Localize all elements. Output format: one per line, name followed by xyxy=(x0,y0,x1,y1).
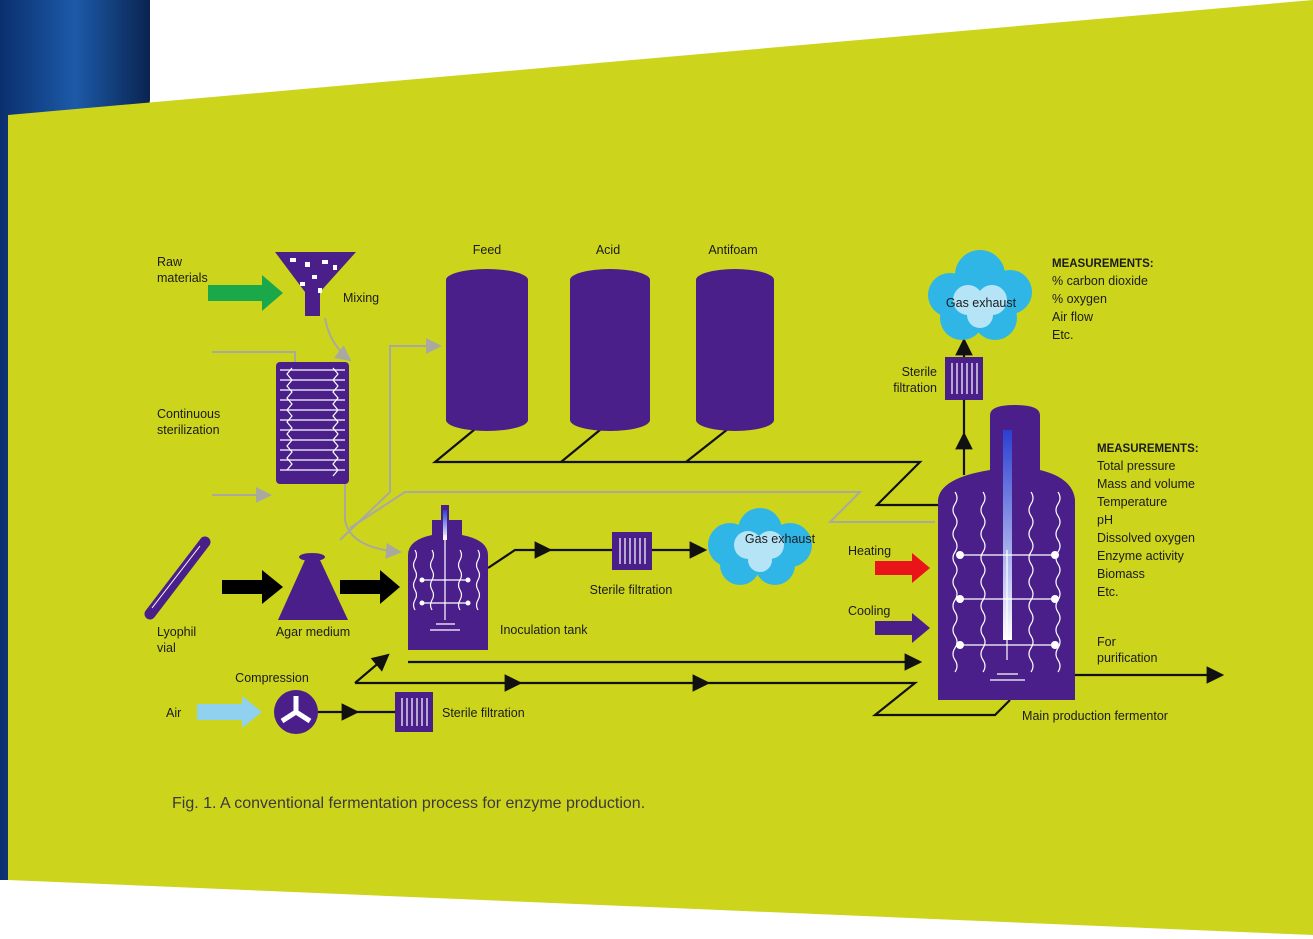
label: Gas exhaust xyxy=(946,296,1017,310)
shape xyxy=(1051,595,1059,603)
shape xyxy=(570,269,650,291)
shape xyxy=(696,280,774,420)
diagram: Raw materials Mixing Feed Acid Antifoam Contin… xyxy=(0,0,1313,939)
label: Agar medium xyxy=(276,625,350,639)
shape xyxy=(446,280,528,420)
tank-feed xyxy=(446,269,528,431)
label: Lyophil xyxy=(157,625,196,639)
label: Enzyme activity xyxy=(1097,549,1185,563)
shape xyxy=(612,532,652,570)
shape xyxy=(333,265,337,270)
shape xyxy=(956,551,964,559)
shape xyxy=(446,269,528,291)
label: filtration xyxy=(893,381,937,395)
label: Antifoam xyxy=(708,243,757,257)
label: Air xyxy=(166,706,181,720)
shape xyxy=(570,409,650,431)
label: Feed xyxy=(473,243,502,257)
label: % oxygen xyxy=(1052,292,1107,306)
label: Sterile filtration xyxy=(442,706,525,720)
label: Biomass xyxy=(1097,567,1145,581)
shape xyxy=(299,553,325,561)
label: Etc. xyxy=(1097,585,1119,599)
shape xyxy=(290,258,296,262)
label: Sterile filtration xyxy=(590,583,673,597)
label: Continuous xyxy=(157,407,220,421)
label: Compression xyxy=(235,671,309,685)
shape xyxy=(305,262,310,267)
shape xyxy=(300,282,305,286)
label: Gas exhaust xyxy=(745,532,816,546)
tank-acid xyxy=(570,269,650,431)
shape xyxy=(318,288,322,293)
label: Inoculation tank xyxy=(500,623,588,637)
label: Acid xyxy=(596,243,620,257)
shape xyxy=(696,409,774,431)
tank-antifoam xyxy=(696,269,774,431)
shape xyxy=(446,409,528,431)
label: Air flow xyxy=(1052,310,1094,324)
label: Heating xyxy=(848,544,891,558)
shape xyxy=(466,601,471,606)
shape xyxy=(748,548,772,572)
shape xyxy=(312,275,317,279)
label: Sterile xyxy=(902,365,937,379)
label: Mixing xyxy=(343,291,379,305)
shape xyxy=(420,578,425,583)
label: Total pressure xyxy=(1097,459,1176,473)
label: pH xyxy=(1097,513,1113,527)
label: Etc. xyxy=(1052,328,1074,342)
label: MEASUREMENTS: xyxy=(1052,258,1154,270)
shape xyxy=(570,280,650,420)
label: sterilization xyxy=(157,423,220,437)
shape xyxy=(696,269,774,291)
label: Main production fermentor xyxy=(1022,709,1168,723)
filter-main xyxy=(945,357,983,400)
label: Raw xyxy=(157,255,183,269)
shape xyxy=(322,260,328,264)
label: Cooling xyxy=(848,604,890,618)
label: % carbon dioxide xyxy=(1052,274,1148,288)
filter-air xyxy=(395,692,433,732)
filter-inoculation xyxy=(612,532,652,570)
label: Temperature xyxy=(1097,495,1167,509)
label: purification xyxy=(1097,651,1157,665)
label: Mass and volume xyxy=(1097,477,1195,491)
label: Fig. 1. A conventional fermentation proc… xyxy=(172,795,645,812)
shape xyxy=(466,578,471,583)
label: Dissolved oxygen xyxy=(1097,531,1195,545)
shape xyxy=(420,601,425,606)
label: vial xyxy=(157,641,176,655)
label: MEASUREMENTS: xyxy=(1097,443,1199,455)
label: materials xyxy=(157,271,208,285)
label: For xyxy=(1097,635,1116,649)
